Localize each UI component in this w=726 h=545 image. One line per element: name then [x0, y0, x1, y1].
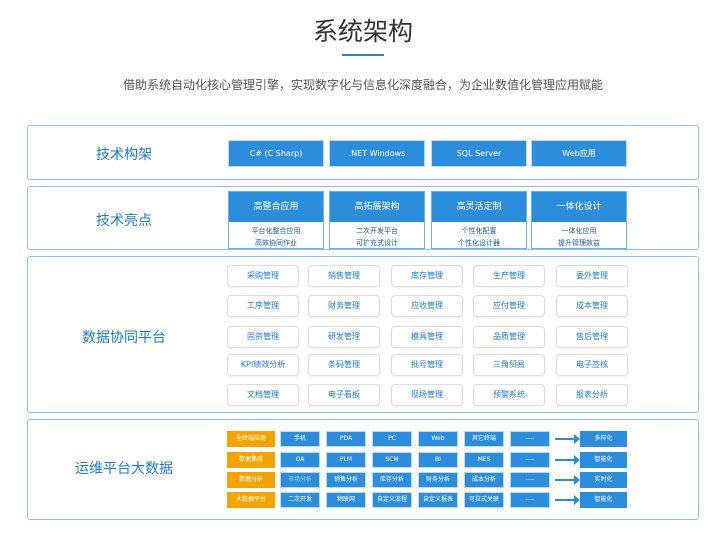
module-item: 现场管理	[391, 384, 463, 406]
ops-cell: 自定义报表	[418, 492, 458, 508]
ops-row-head: 数据集成	[227, 452, 275, 468]
module-item: 品质管理	[473, 326, 545, 348]
module-item: 文档管理	[227, 384, 299, 406]
ops-cell: 手机	[280, 431, 320, 447]
ops-cell: BI	[418, 452, 458, 468]
highlight-desc: 二次开发平台 可扩充式设计	[330, 222, 424, 249]
ops-result: 实时化	[580, 472, 627, 488]
module-item: 库存管理	[391, 265, 463, 287]
ops-cell: 销售分析	[326, 472, 366, 488]
platform-label: 数据协同平台	[82, 330, 166, 346]
arrow-right-icon	[555, 455, 580, 465]
ops-cell: 市场分析	[280, 472, 320, 488]
ops-row-head: 全终端应用	[227, 431, 275, 447]
arrow-right-icon	[555, 434, 580, 444]
ops-cell: 财务分析	[418, 472, 458, 488]
highlight-line: 二次开发平台	[356, 227, 398, 235]
ops-cell: 可拉式关联	[464, 492, 504, 508]
ops-cell: SCM	[372, 452, 412, 468]
module-item: 应付管理	[473, 295, 545, 317]
ops-cell: OA	[280, 452, 320, 468]
module-item: 销售管理	[308, 265, 380, 287]
highlight-desc: 平台化整合应用 高效协同作业	[229, 222, 323, 249]
highlight-desc: 个性化配置个性化设计器	[432, 222, 526, 249]
tech-label: 技术构架	[96, 147, 152, 163]
highlight-desc: 一体化应用提升管理效益	[532, 222, 626, 249]
ops-row-head: 大数据平台	[227, 492, 275, 508]
ops-result: 多样化	[580, 431, 627, 447]
highlight-title: 高整合应用	[229, 192, 323, 222]
highlight-line: 可扩充式设计	[356, 239, 398, 247]
highlight-title: 一体化设计	[532, 192, 626, 222]
ops-cell: 成本分析	[464, 472, 504, 488]
highlight-line: 个性化设计器	[458, 239, 500, 247]
page-title: 系统架构	[312, 17, 413, 46]
highlight-line: 个性化配置	[461, 227, 497, 235]
module-item: 生产管理	[473, 265, 545, 287]
highlights-label: 技术亮点	[96, 213, 152, 229]
module-item: 研发管理	[308, 326, 380, 348]
highlight-card: 一体化设计一体化应用提升管理效益	[531, 191, 627, 249]
ops-result: 智能化	[580, 452, 627, 468]
module-item: 成本管理	[556, 295, 628, 317]
highlight-line: 一体化应用	[561, 227, 597, 235]
module-item: 工序管理	[227, 295, 299, 317]
ops-cell: MES	[464, 452, 504, 468]
ops-label: 运维平台大数据	[75, 461, 173, 477]
tech-item: C# (C Sharp)	[228, 140, 324, 167]
highlight-card: 高灵活定制个性化配置个性化设计器	[431, 191, 527, 249]
highlight-card: 高整合应用 平台化整合应用 高效协同作业	[228, 191, 324, 249]
module-item: 采购管理	[227, 265, 299, 287]
highlight-line: 提升管理效益	[558, 239, 600, 247]
ops-cell: ----	[510, 492, 550, 508]
highlight-line: 平台化整合应用	[251, 227, 301, 235]
page-subtitle: 借助系统自动化核心管理引擎，实现数字化与信息化深度融合，为企业数值化管理应用赋能	[122, 78, 603, 92]
title-underline	[342, 54, 384, 56]
ops-cell: PDA	[326, 431, 366, 447]
ops-cell: Web	[418, 431, 458, 447]
module-item: 售后管理	[556, 326, 628, 348]
ops-cell: 库存分析	[372, 472, 412, 488]
ops-cell: ----	[510, 452, 550, 468]
highlight-title: 高灵活定制	[432, 192, 526, 222]
ops-cell: ----	[510, 431, 550, 447]
ops-cell: PC	[372, 431, 412, 447]
module-item: 电子看板	[308, 384, 380, 406]
arrow-right-icon	[555, 495, 580, 505]
ops-cell: 二次开发	[280, 492, 320, 508]
module-item: 条码管理	[308, 354, 380, 376]
module-item: 委外管理	[556, 265, 628, 287]
highlight-card: 高拓展架构 二次开发平台 可扩充式设计	[329, 191, 425, 249]
module-item: 预警系统	[473, 384, 545, 406]
tech-item: Web应用	[531, 140, 627, 167]
module-item: 三角贸易	[473, 354, 545, 376]
highlight-line: 高效协同作业	[255, 239, 297, 247]
ops-cell: 自定义流程	[372, 492, 412, 508]
module-item: 批号管理	[391, 354, 463, 376]
highlight-title: 高拓展架构	[330, 192, 424, 222]
module-item: KPI绩效分析	[227, 354, 299, 376]
module-item: 电子签核	[556, 354, 628, 376]
module-item: 报表分析	[556, 384, 628, 406]
ops-cell: ----	[510, 472, 550, 488]
module-item: 固资管理	[227, 326, 299, 348]
ops-cell: 物联网	[326, 492, 366, 508]
tech-item: .NET Windows	[329, 140, 425, 167]
arrow-right-icon	[555, 475, 580, 485]
platform-section: 数据协同平台	[27, 256, 699, 413]
tech-item: SQL Server	[431, 140, 527, 167]
ops-cell: 其它终端	[464, 431, 504, 447]
ops-row-head: 数据分析	[227, 472, 275, 488]
module-item: 模具管理	[391, 326, 463, 348]
module-item: 应收管理	[391, 295, 463, 317]
ops-cell: PLM	[326, 452, 366, 468]
ops-result: 智能化	[580, 492, 627, 508]
module-item: 财务管理	[308, 295, 380, 317]
